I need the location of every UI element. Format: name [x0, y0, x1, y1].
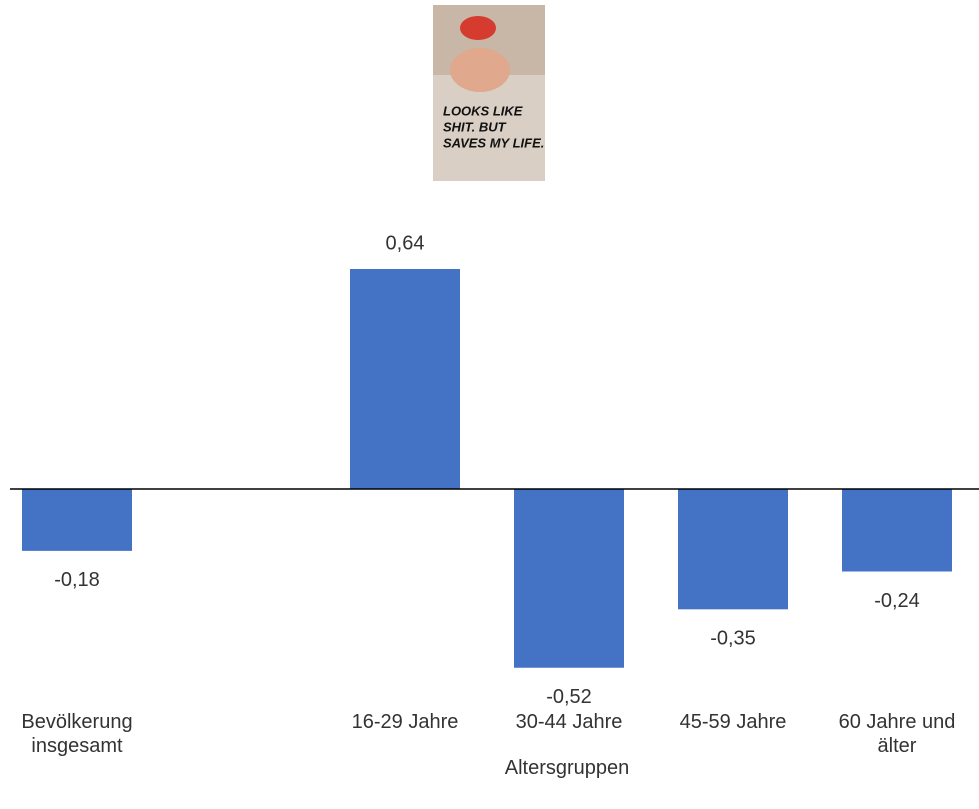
x-tick-label: 45-59 Jahre [679, 711, 787, 733]
value-label: -0,35 [710, 628, 756, 650]
x-tick-label: 60 Jahre und älter [838, 711, 956, 757]
poster-text: SHIT. BUT [443, 119, 507, 134]
bar [514, 489, 624, 668]
helmet [460, 16, 496, 40]
bar [22, 489, 132, 551]
poster: LOOKS LIKE SHIT. BUT SAVES MY LIFE. [433, 5, 545, 181]
x-axis-title: Altersgruppen [504, 757, 630, 779]
bar [678, 489, 788, 610]
value-label: -0,24 [874, 590, 920, 612]
bar [842, 489, 952, 572]
x-tick-label: Bevölkerung insgesamt [21, 711, 133, 757]
x-tick-label: 16-29 Jahre [351, 711, 459, 733]
x-tick-label: 30-44 Jahre [515, 711, 623, 733]
poster-text: SAVES MY LIFE. [443, 135, 544, 150]
poster-text: LOOKS LIKE [443, 103, 523, 118]
value-label: -0,52 [546, 686, 592, 708]
bar [350, 269, 460, 489]
value-label: 0,64 [386, 232, 425, 254]
value-label: -0,18 [54, 569, 100, 591]
figure [450, 48, 510, 92]
